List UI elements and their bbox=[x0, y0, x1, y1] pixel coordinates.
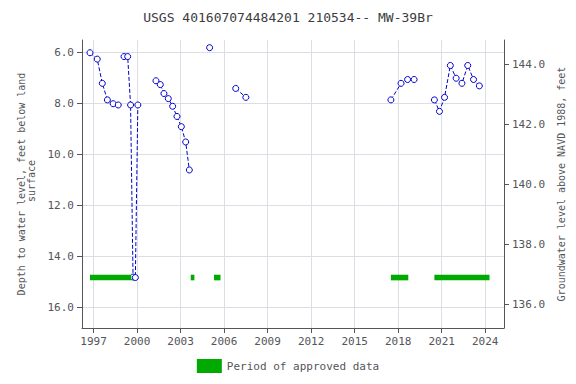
svg-text:16.0: 16.0 bbox=[48, 301, 75, 314]
svg-text:2024: 2024 bbox=[472, 335, 499, 348]
svg-text:2018: 2018 bbox=[385, 335, 412, 348]
svg-text:144.0: 144.0 bbox=[512, 58, 545, 71]
svg-text:10.0: 10.0 bbox=[48, 148, 75, 161]
svg-text:2000: 2000 bbox=[124, 335, 151, 348]
svg-text:surface: surface bbox=[26, 160, 37, 208]
svg-text:2021: 2021 bbox=[428, 335, 455, 348]
svg-text:Depth to water level, feet bel: Depth to water level, feet below land bbox=[16, 72, 28, 296]
svg-text:14.0: 14.0 bbox=[48, 250, 75, 263]
svg-text:1997: 1997 bbox=[80, 335, 107, 348]
svg-text:Groundwater level above NAVD 1: Groundwater level above NAVD 1988, feet bbox=[556, 67, 567, 302]
svg-text:136.0: 136.0 bbox=[512, 298, 545, 311]
svg-text:6.0: 6.0 bbox=[54, 46, 74, 59]
svg-text:140.0: 140.0 bbox=[512, 178, 545, 191]
svg-text:12.0: 12.0 bbox=[48, 199, 75, 212]
svg-text:2012: 2012 bbox=[298, 335, 325, 348]
svg-text:2009: 2009 bbox=[254, 335, 281, 348]
svg-text:2003: 2003 bbox=[167, 335, 194, 348]
svg-text:USGS 401607074484201 210534--: USGS 401607074484201 210534-- MW-39Br bbox=[143, 10, 433, 25]
svg-text:142.0: 142.0 bbox=[512, 118, 545, 131]
svg-text:138.0: 138.0 bbox=[512, 238, 545, 251]
svg-text:2015: 2015 bbox=[341, 335, 368, 348]
svg-text:Period of approved data: Period of approved data bbox=[227, 360, 379, 373]
svg-text:8.0: 8.0 bbox=[54, 97, 74, 110]
svg-text:2006: 2006 bbox=[211, 335, 238, 348]
